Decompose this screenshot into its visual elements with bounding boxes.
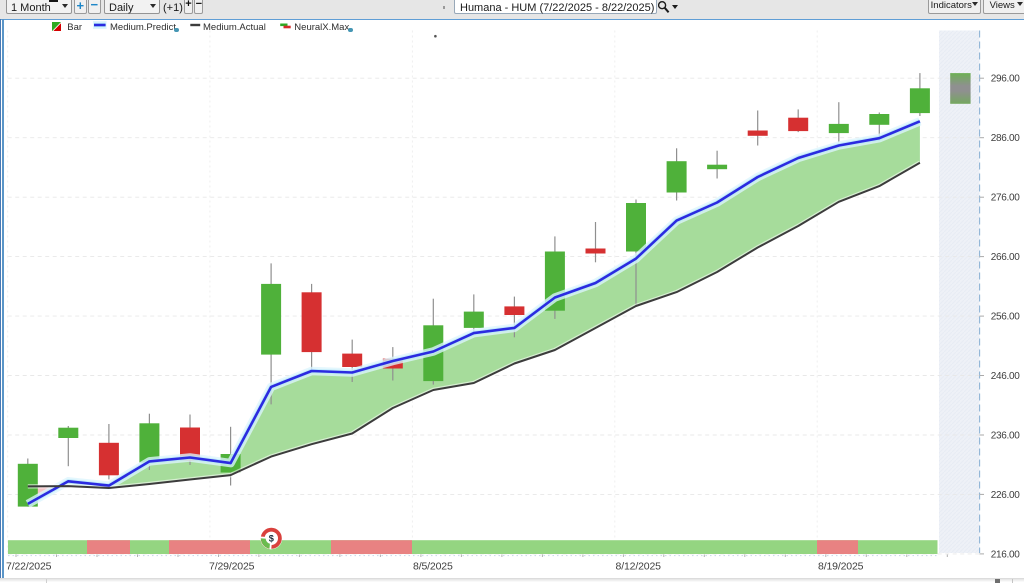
svg-text:256.00: 256.00	[991, 312, 1021, 323]
svg-text:216.00: 216.00	[991, 549, 1021, 560]
svg-text:286.00: 286.00	[991, 133, 1021, 144]
svg-text:276.00: 276.00	[991, 193, 1021, 204]
svg-text:266.00: 266.00	[991, 252, 1021, 263]
svg-text:$: $	[269, 534, 274, 544]
svg-text:236.00: 236.00	[991, 431, 1021, 442]
svg-text:7/22/2025: 7/22/2025	[6, 561, 52, 573]
svg-text:246.00: 246.00	[991, 371, 1021, 382]
svg-text:296.00: 296.00	[991, 74, 1021, 85]
svg-text:8/12/2025: 8/12/2025	[616, 561, 662, 573]
svg-text:8/5/2025: 8/5/2025	[413, 561, 453, 573]
svg-text:8/19/2025: 8/19/2025	[818, 561, 864, 573]
svg-text:226.00: 226.00	[991, 490, 1021, 501]
svg-text:7/29/2025: 7/29/2025	[209, 561, 255, 573]
